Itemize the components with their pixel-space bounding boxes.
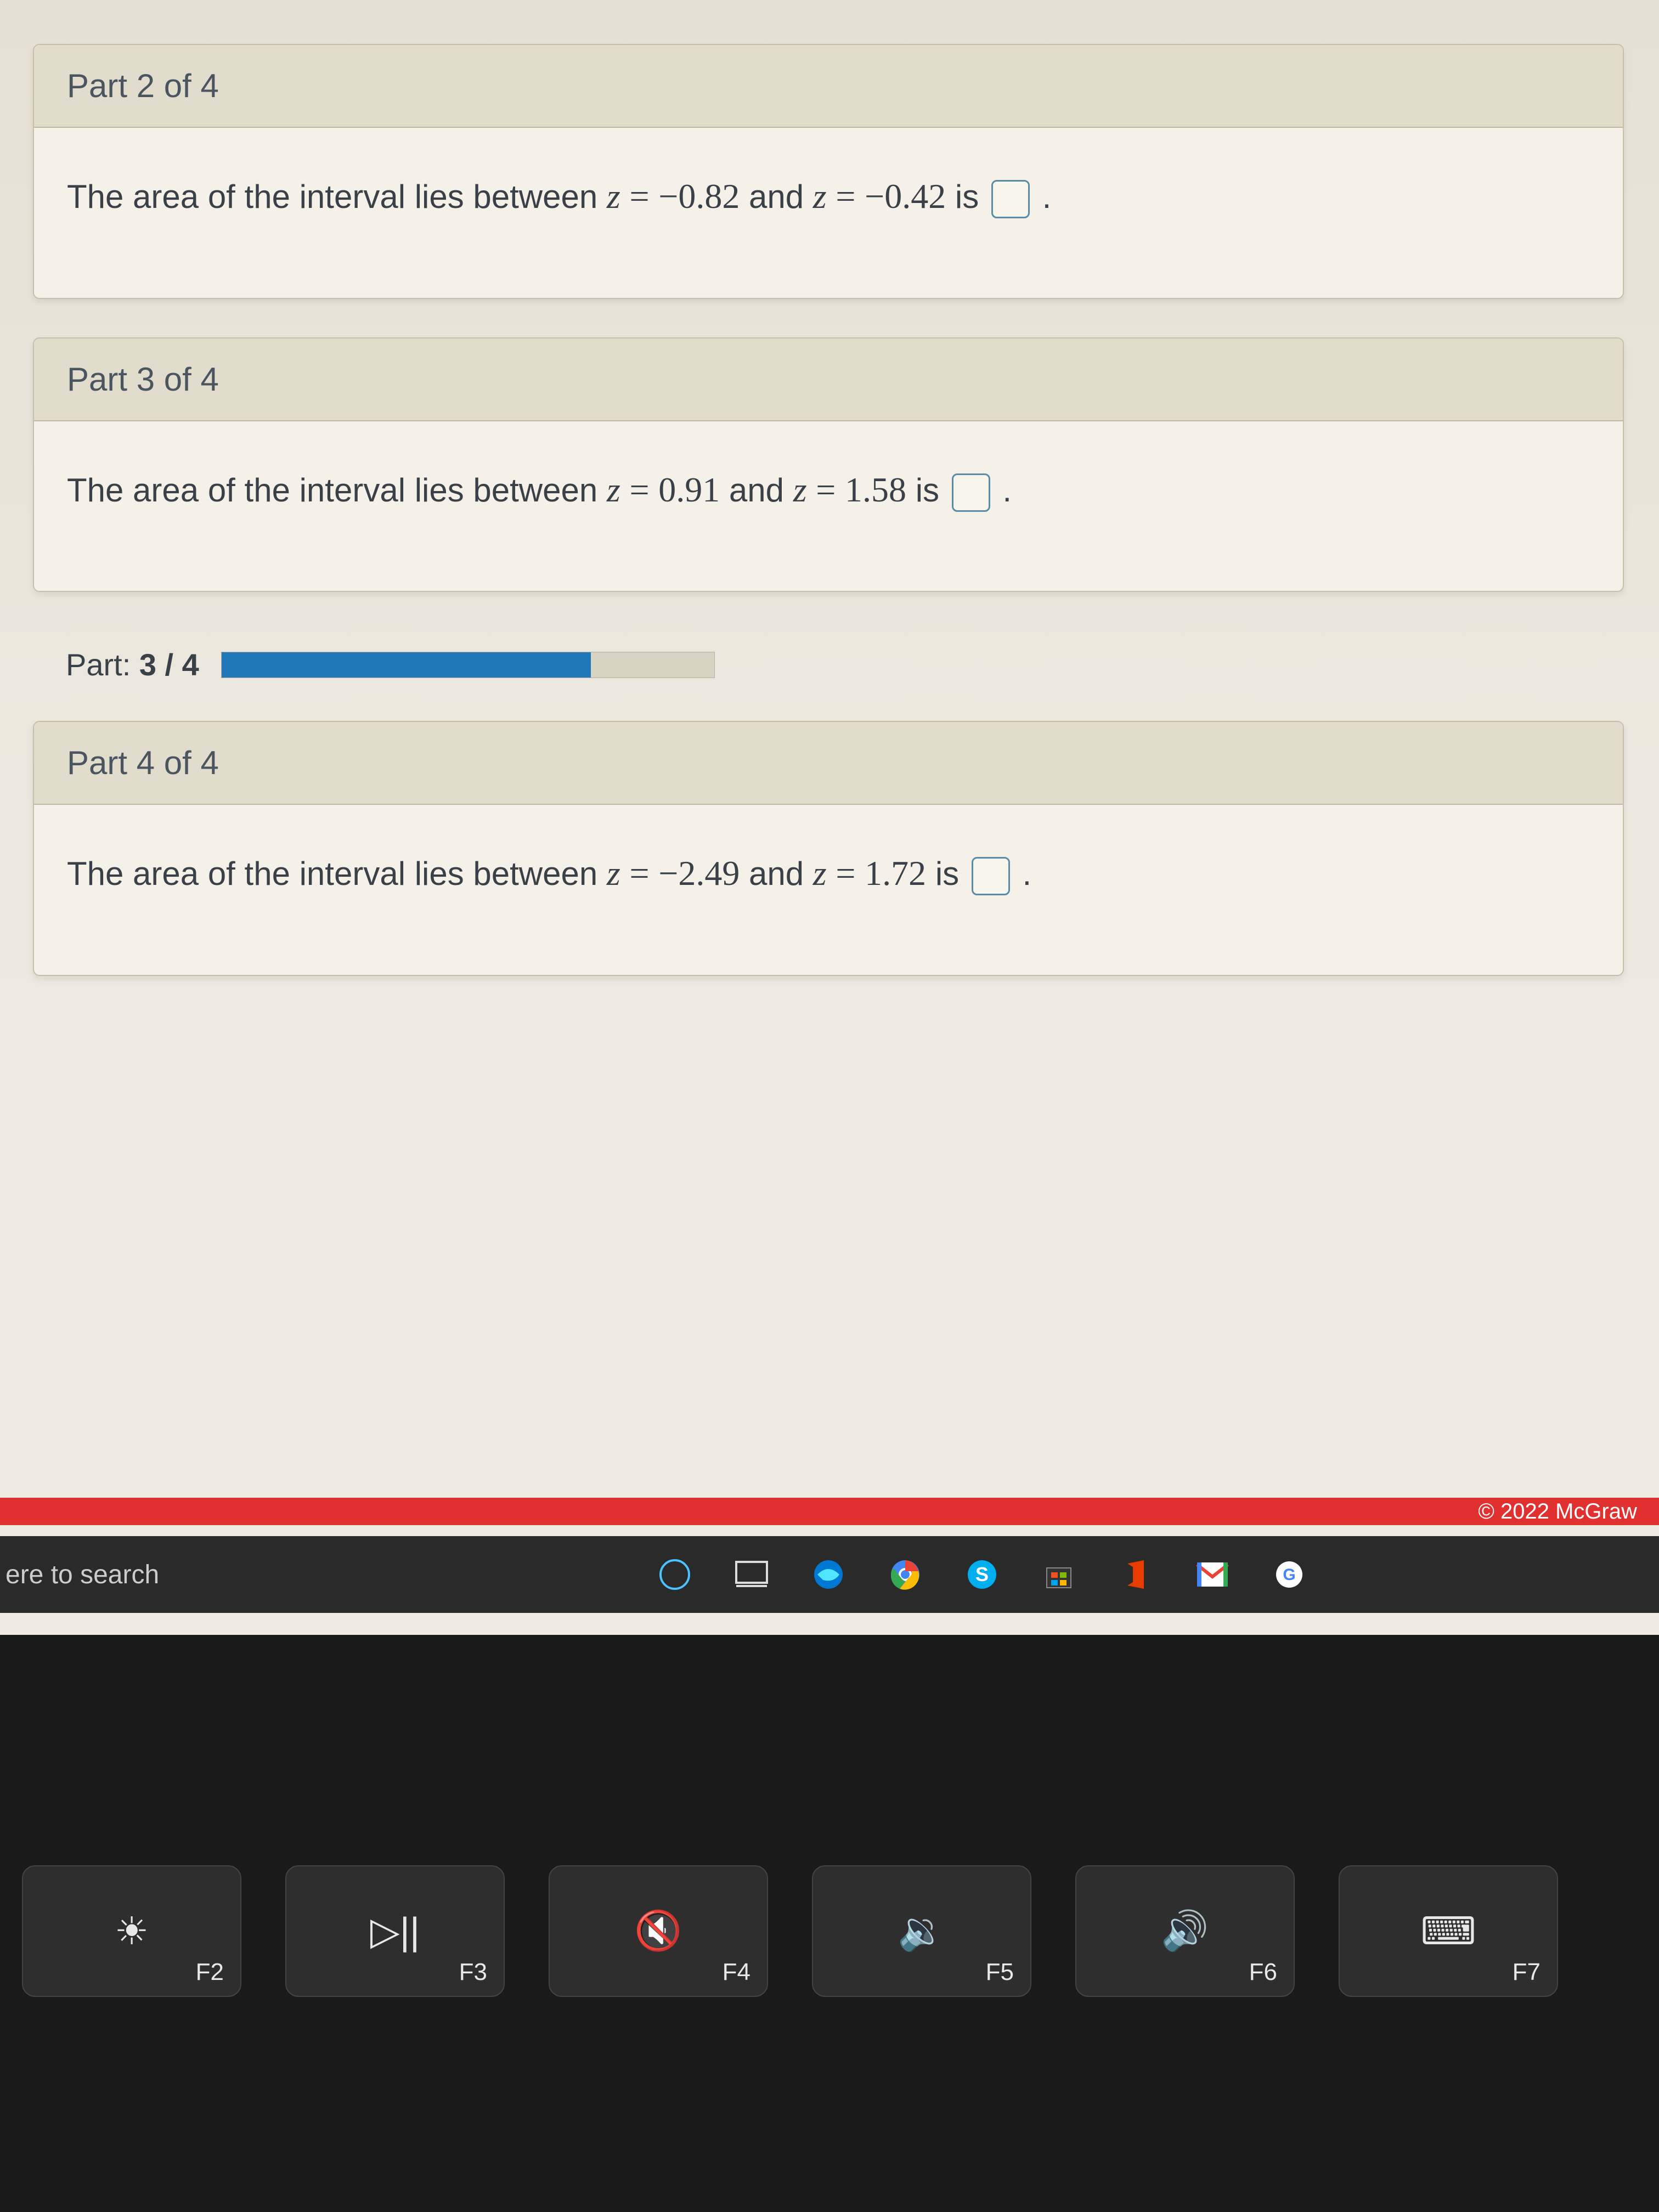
period: . (1002, 472, 1012, 509)
z-var: z (793, 470, 807, 509)
z-var: z (607, 854, 620, 893)
part3-card: Part 3 of 4 The area of the interval lie… (33, 337, 1624, 592)
part3-text-prefix: The area of the interval lies between (67, 472, 607, 509)
eq-sign: = (836, 177, 855, 216)
part2-z1-value: −0.82 (658, 177, 740, 216)
part4-z2-value: 1.72 (865, 854, 926, 893)
store-icon[interactable] (1037, 1553, 1081, 1596)
z-var: z (813, 854, 827, 893)
taskview-icon[interactable] (730, 1553, 774, 1596)
eq-sign: = (629, 854, 649, 893)
part2-body: The area of the interval lies between z … (34, 128, 1623, 298)
taskbar-icons: S G (653, 1553, 1311, 1596)
progress-current: 3 (139, 647, 156, 682)
volume-up-icon: 🔊 (1161, 1909, 1209, 1954)
eq-sign: = (629, 470, 649, 509)
keyboard-backlight-icon: ⌨ (1420, 1909, 1476, 1954)
part2-z2-value: −0.42 (865, 177, 946, 216)
mid-text: and (729, 472, 793, 509)
part3-header: Part 3 of 4 (34, 338, 1623, 421)
f6-label: F6 (1249, 1959, 1277, 1986)
progress-label: Part: 3 / 4 (66, 647, 199, 682)
search-input[interactable]: ere to search (0, 1560, 159, 1590)
f5-label: F5 (986, 1959, 1014, 1986)
eq-sign: = (836, 854, 855, 893)
progress-bar (221, 652, 715, 678)
f3-label: F3 (459, 1959, 487, 1986)
part4-body: The area of the interval lies between z … (34, 805, 1623, 975)
skype-icon[interactable]: S (960, 1553, 1004, 1596)
period: . (1022, 855, 1031, 892)
f3-key: ▷|| F3 (285, 1865, 505, 1997)
part2-text-prefix: The area of the interval lies between (67, 178, 607, 215)
part2-header: Part 2 of 4 (34, 45, 1623, 128)
f2-key: ☀ F2 (22, 1865, 241, 1997)
brightness-icon: ☀ (115, 1909, 149, 1954)
f6-key: 🔊 F6 (1075, 1865, 1295, 1997)
f5-key: 🔉 F5 (812, 1865, 1031, 1997)
f2-label: F2 (196, 1959, 224, 1986)
part4-card: Part 4 of 4 The area of the interval lie… (33, 721, 1624, 976)
volume-down-icon: 🔉 (898, 1909, 945, 1954)
progress-fill (222, 652, 591, 678)
z-var: z (607, 470, 620, 509)
part3-answer-input[interactable] (952, 473, 990, 512)
svg-text:S: S (975, 1563, 989, 1585)
part3-body: The area of the interval lies between z … (34, 421, 1623, 591)
google-icon[interactable]: G (1267, 1553, 1311, 1596)
part4-z1-value: −2.49 (658, 854, 740, 893)
mid-text: and (749, 178, 813, 215)
chrome-icon[interactable] (883, 1553, 927, 1596)
part4-text-prefix: The area of the interval lies between (67, 855, 607, 892)
function-key-row: ☀ F2 ▷|| F3 🔇 F4 🔉 F5 🔊 F6 ⌨ F7 (0, 1865, 1659, 1997)
copyright-bar: © 2022 McGraw (0, 1498, 1659, 1525)
f7-key: ⌨ F7 (1339, 1865, 1558, 1997)
eq-sign: = (816, 470, 836, 509)
period: . (1042, 178, 1052, 215)
progress-label-prefix: Part: (66, 647, 139, 682)
progress-sep: / (156, 647, 182, 682)
progress-row: Part: 3 / 4 (33, 630, 1659, 699)
office-icon[interactable] (1114, 1553, 1158, 1596)
part4-header: Part 4 of 4 (34, 722, 1623, 805)
edge-icon[interactable] (806, 1553, 850, 1596)
play-pause-icon: ▷|| (370, 1909, 420, 1954)
f4-key: 🔇 F4 (549, 1865, 768, 1997)
cortana-icon[interactable] (653, 1553, 697, 1596)
progress-total: 4 (182, 647, 199, 682)
f4-label: F4 (723, 1959, 751, 1986)
eq-sign: = (629, 177, 649, 216)
mid-text: and (749, 855, 813, 892)
quiz-content-area: Part 2 of 4 The area of the interval lie… (0, 0, 1659, 1701)
z-var: z (813, 177, 827, 216)
windows-taskbar[interactable]: ere to search S (0, 1536, 1659, 1613)
suffix-text: is (955, 178, 988, 215)
z-var: z (607, 177, 620, 216)
mute-icon: 🔇 (634, 1909, 682, 1954)
part2-card: Part 2 of 4 The area of the interval lie… (33, 44, 1624, 299)
svg-text:G: G (1283, 1566, 1295, 1584)
physical-keyboard: ☀ F2 ▷|| F3 🔇 F4 🔉 F5 🔊 F6 ⌨ F7 (0, 1635, 1659, 2212)
part3-z1-value: 0.91 (658, 470, 720, 509)
part3-z2-value: 1.58 (845, 470, 906, 509)
part2-answer-input[interactable] (991, 180, 1030, 218)
suffix-text: is (935, 855, 968, 892)
suffix-text: is (916, 472, 949, 509)
gmail-icon[interactable] (1190, 1553, 1234, 1596)
f7-label: F7 (1513, 1959, 1541, 1986)
part4-answer-input[interactable] (972, 857, 1010, 895)
